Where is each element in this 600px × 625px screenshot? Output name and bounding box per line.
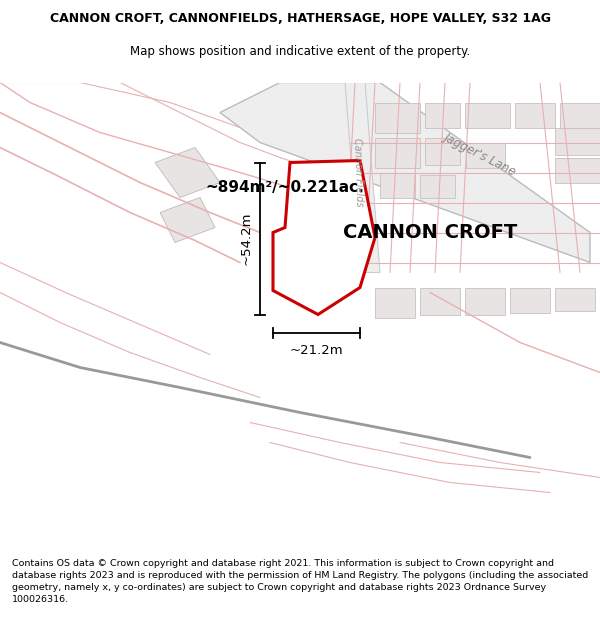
Polygon shape [375,288,415,318]
Text: ~21.2m: ~21.2m [290,344,343,357]
Polygon shape [555,288,595,311]
Polygon shape [425,138,460,164]
Polygon shape [425,102,460,127]
Polygon shape [375,138,420,168]
Text: CANNON CROFT: CANNON CROFT [343,223,517,242]
Text: Map shows position and indicative extent of the property.: Map shows position and indicative extent… [130,45,470,58]
Polygon shape [155,148,220,198]
Polygon shape [465,102,510,127]
Polygon shape [515,102,555,127]
Polygon shape [465,288,505,314]
Polygon shape [420,288,460,314]
Text: Jagger's Lane: Jagger's Lane [442,131,518,178]
Polygon shape [555,158,600,182]
Polygon shape [375,102,420,132]
Polygon shape [510,288,550,312]
Polygon shape [273,161,375,314]
Polygon shape [560,102,600,127]
Polygon shape [345,82,380,272]
Polygon shape [555,127,600,154]
Text: Contains OS data © Crown copyright and database right 2021. This information is : Contains OS data © Crown copyright and d… [12,559,588,604]
Polygon shape [220,82,590,262]
Text: CANNON CROFT, CANNONFIELDS, HATHERSAGE, HOPE VALLEY, S32 1AG: CANNON CROFT, CANNONFIELDS, HATHERSAGE, … [49,12,551,25]
Polygon shape [160,198,215,242]
Text: ~54.2m: ~54.2m [239,212,253,265]
Text: Cannon Fields: Cannon Fields [352,138,364,207]
Polygon shape [420,174,455,198]
Polygon shape [466,142,505,168]
Polygon shape [380,173,415,198]
Text: ~894m²/~0.221ac.: ~894m²/~0.221ac. [205,180,364,195]
